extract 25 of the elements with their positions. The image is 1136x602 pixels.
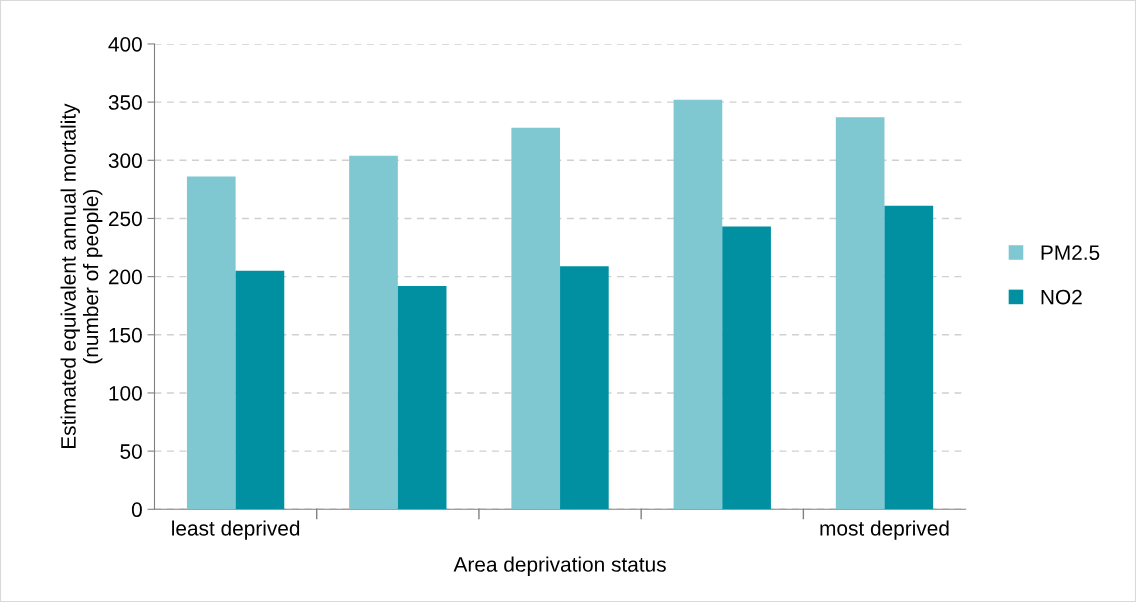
y-axis-title: Estimated equivalent annual mortality (number of people) — [60, 103, 103, 449]
bar — [884, 205, 934, 510]
x-tick-label: least deprived — [172, 520, 300, 540]
y-tick-label: 100 — [109, 385, 142, 401]
legend-label: PM2.5 — [1041, 245, 1100, 260]
legend-label: NO2 — [1041, 289, 1082, 305]
y-tick-label: 200 — [108, 269, 142, 285]
bar — [235, 270, 285, 510]
x-axis-title: Area deprivation status — [453, 556, 666, 576]
y-tick-label: 400 — [108, 36, 142, 52]
bar — [186, 176, 236, 510]
y-tick-label: 150 — [109, 327, 142, 343]
x-tick-label: most deprived — [820, 520, 949, 540]
bar — [560, 266, 609, 510]
y-tick-label: 50 — [120, 444, 142, 459]
bar — [397, 285, 447, 510]
bar — [835, 117, 885, 510]
bar — [349, 155, 398, 510]
y-tick-label: 350 — [108, 95, 142, 110]
bar — [673, 99, 723, 510]
bar — [722, 226, 771, 510]
y-tick-label: 0 — [131, 502, 142, 518]
bar — [511, 127, 561, 510]
y-tick-label: 300 — [108, 153, 142, 169]
y-tick-label: 250 — [108, 211, 142, 227]
